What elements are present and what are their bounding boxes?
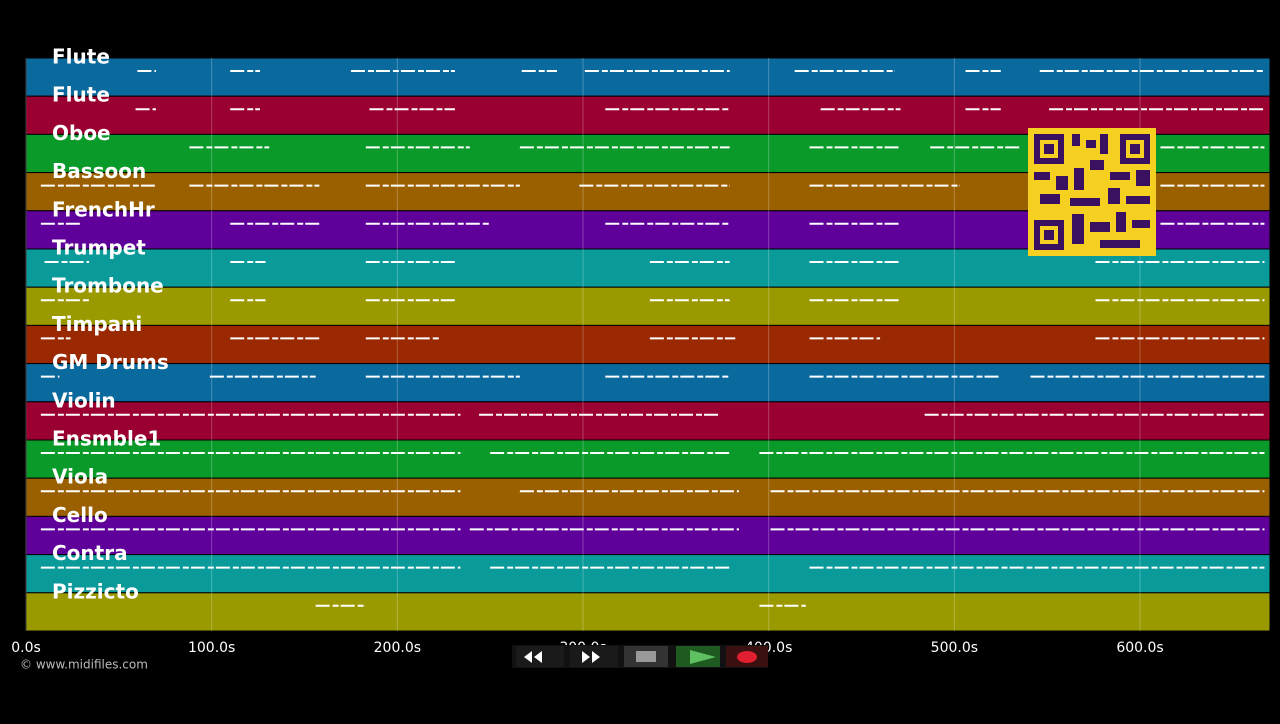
track-band [25, 554, 1271, 594]
x-tick-label: 0.0s [11, 640, 41, 656]
track-name: Timpani [52, 312, 142, 336]
track-band [25, 477, 1271, 517]
track-name: Oboe [52, 121, 111, 145]
track-name: Flute [52, 45, 110, 69]
track-name: Pizzicto [52, 579, 139, 603]
x-tick-label: 500.0s [931, 640, 978, 656]
stop-button[interactable] [624, 646, 668, 667]
track-band [25, 439, 1271, 479]
track-band [25, 363, 1271, 403]
track-name: Contra [52, 541, 128, 565]
rewind-button[interactable] [516, 646, 564, 667]
track-name: Bassoon [52, 159, 146, 183]
track-name: Trumpet [52, 236, 146, 260]
playback-controls [512, 645, 768, 668]
x-tick-label: 100.0s [188, 640, 235, 656]
track-band [25, 286, 1271, 326]
track-band [25, 515, 1271, 556]
track-band [25, 592, 1271, 632]
x-tick-label: 200.0s [374, 640, 421, 656]
track-name: Trombone [52, 274, 164, 298]
play-button[interactable] [676, 646, 720, 667]
track-name: FrenchHr [52, 197, 155, 221]
track-name: Ensmble1 [52, 427, 161, 451]
track-name: Flute [52, 83, 110, 107]
qr-code [1028, 128, 1156, 256]
x-tick-label: 600.0s [1116, 640, 1163, 656]
track-band [25, 57, 1271, 97]
record-button[interactable] [726, 646, 768, 667]
fast-forward-button[interactable] [570, 646, 618, 667]
track-band [25, 324, 1271, 365]
track-name: Cello [52, 503, 108, 527]
track-name: Violin [52, 388, 116, 412]
copyright: © www.midifiles.com [20, 658, 148, 672]
track-name: Viola [52, 465, 108, 489]
track-band [25, 401, 1271, 441]
track-name: GM Drums [52, 350, 169, 374]
